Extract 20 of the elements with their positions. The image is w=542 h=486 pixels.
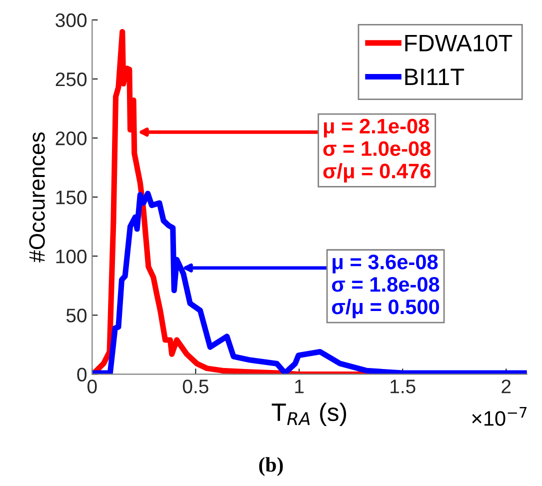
y-tick-label: 250 xyxy=(56,72,87,86)
x-tick-label: 1 xyxy=(295,380,304,394)
x-tick-label: 2 xyxy=(502,380,511,394)
y-axis-title: #Occurences xyxy=(29,132,45,262)
y-tick-label: 50 xyxy=(66,308,87,322)
annotation: μ = 3.6e-08 σ = 1.8e-08 σ/μ = 0.500 xyxy=(332,254,440,318)
text: (b) xyxy=(259,457,283,476)
y-tick-label: 300 xyxy=(56,13,87,28)
y-tick-label: 100 xyxy=(56,250,87,264)
legend-label: FDWA10T xyxy=(405,34,512,52)
y-tick-label: 0 xyxy=(77,368,87,382)
annotation: μ = 2.1e-08 σ = 1.0e-08 σ/μ = 0.476 xyxy=(323,118,431,182)
text: ×10$^{−7}$ xyxy=(472,407,527,426)
x-axis-title: T$_{RA}$ (s) xyxy=(272,402,346,426)
y-tick-label: 200 xyxy=(56,131,87,146)
legend-label: BI11T xyxy=(405,68,464,86)
x-tick-label: 0.5 xyxy=(182,380,208,394)
x-tick-label: 0 xyxy=(87,380,97,394)
y-tick-label: 150 xyxy=(56,190,87,204)
x-tick-label: 1.5 xyxy=(390,380,416,394)
